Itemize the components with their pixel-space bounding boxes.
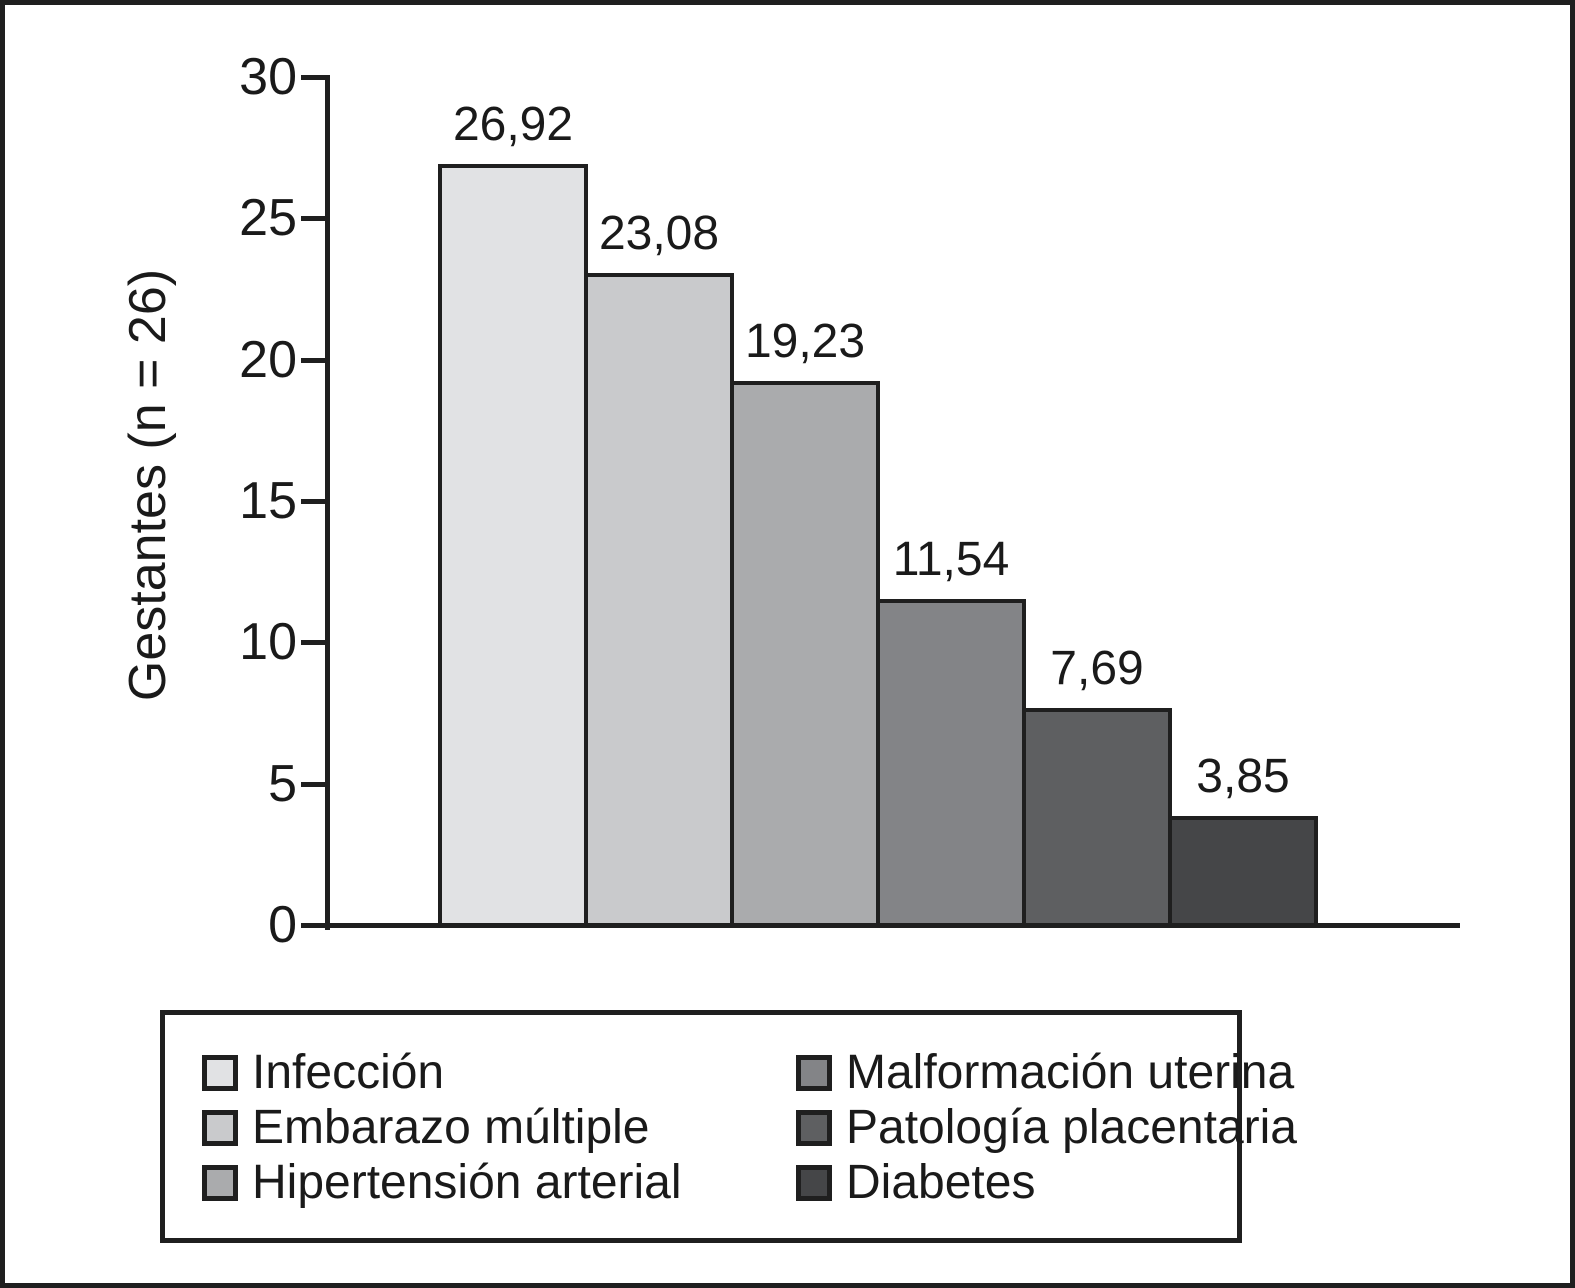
bar-value-label: 11,54 [892,532,1010,586]
legend-item: Diabetes [796,1156,1036,1209]
y-tick-label: 20 [239,330,297,389]
bar [584,272,734,927]
legend-item: Malformación uterina [796,1046,1295,1099]
bar-value-label: 3,85 [1196,750,1290,804]
y-tick-label: 10 [239,613,297,672]
y-axis-line [325,75,330,930]
legend-label: Embarazo múltiple [252,1101,650,1154]
y-tick-label: 5 [268,754,297,813]
bar [1022,707,1172,927]
legend-item: Infección [202,1046,445,1099]
legend-swatch [202,1055,238,1091]
bar-value-label: 26,92 [452,98,574,152]
y-tick [301,640,325,646]
legend-item: Patología placentaria [796,1101,1297,1154]
legend-swatch [202,1110,238,1146]
legend-item: Hipertensión arterial [202,1156,682,1209]
y-tick-label: 30 [239,48,297,106]
bar [438,164,588,927]
legend-label: Malformación uterina [846,1046,1295,1099]
y-tick [301,75,325,80]
legend-item: Embarazo múltiple [202,1101,650,1154]
y-tick-label: 25 [239,189,297,248]
y-tick-label: 0 [268,896,297,954]
y-tick [301,781,325,787]
y-tick [301,357,325,363]
legend-swatch [202,1165,238,1201]
legend-label: Hipertensión arterial [252,1156,682,1209]
legend-swatch [796,1165,832,1201]
y-tick-label: 15 [239,472,297,530]
legend-label: Patología placentaria [846,1101,1297,1154]
bar-value-label: 19,23 [744,315,866,369]
bar-value-label: 7,69 [1050,641,1144,695]
legend-label: Infección [252,1046,445,1099]
y-tick [301,216,325,222]
legend-swatch [796,1055,832,1091]
legend-swatch [796,1110,832,1146]
y-tick [301,499,325,504]
legend-label: Diabetes [846,1156,1036,1209]
y-tick [301,923,325,928]
bar-value-label: 23,08 [598,206,720,260]
legend-box [160,1010,1242,1243]
bar [1168,816,1318,927]
bar [730,381,880,927]
